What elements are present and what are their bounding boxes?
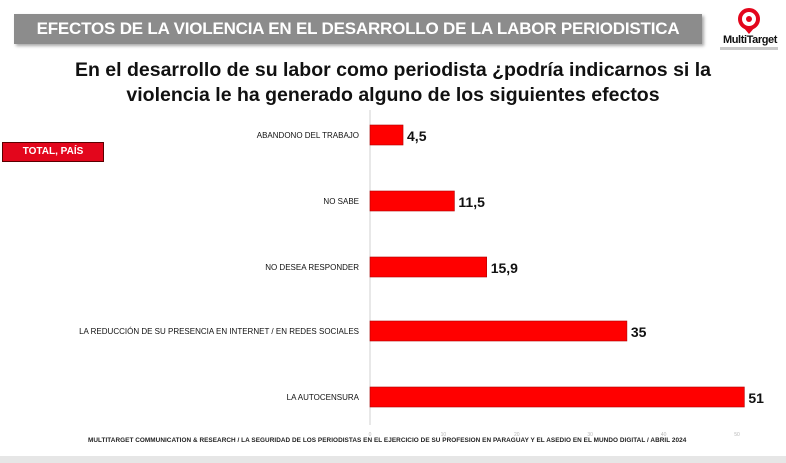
multitarget-target-icon <box>738 8 760 34</box>
data-label: 11,5 <box>458 194 485 210</box>
category-label: LA AUTOCENSURA <box>287 393 360 402</box>
x-tick-label: 10 <box>441 432 447 438</box>
category-label: NO SABE <box>323 197 359 206</box>
question-line-2: violencia le ha generado alguno de los s… <box>126 84 660 106</box>
footer-source: MULTITARGET COMMUNICATION & RESEARCH / L… <box>88 437 687 444</box>
title-banner: EFECTOS DE LA VIOLENCIA EN EL DESARROLLO… <box>14 14 702 44</box>
data-label: 4,5 <box>407 128 427 144</box>
category-label: LA REDUCCIÓN DE SU PRESENCIA EN INTERNET… <box>79 327 359 336</box>
multitarget-logo: MultiTarget <box>718 8 778 54</box>
bar <box>369 386 745 408</box>
bar <box>369 320 628 342</box>
category-label: NO DESEA RESPONDER <box>265 263 359 272</box>
total-pais-badge: TOTAL, PAÍS <box>2 142 104 162</box>
x-tick-label: 30 <box>587 432 593 438</box>
logo-text: MultiTarget <box>722 34 778 46</box>
data-label: 51 <box>748 390 764 406</box>
data-label: 15,9 <box>491 260 518 276</box>
bar <box>369 256 488 278</box>
question-line-1: En el desarrollo de su labor como period… <box>74 59 712 81</box>
data-label: 35 <box>631 324 647 340</box>
bar <box>369 124 404 146</box>
x-tick-label: 20 <box>514 432 520 438</box>
bar <box>369 190 455 212</box>
survey-question: En el desarrollo de su labor como period… <box>0 58 786 108</box>
x-tick-label: 0 <box>369 432 372 438</box>
banner-title: EFECTOS DE LA VIOLENCIA EN EL DESARROLLO… <box>36 19 680 38</box>
category-label: ABANDONO DEL TRABAJO <box>257 131 359 140</box>
bottom-strip <box>0 456 786 463</box>
logo-tagline-strip <box>720 47 778 50</box>
x-tick-label: 40 <box>661 432 667 438</box>
x-tick-label: 50 <box>734 432 740 438</box>
